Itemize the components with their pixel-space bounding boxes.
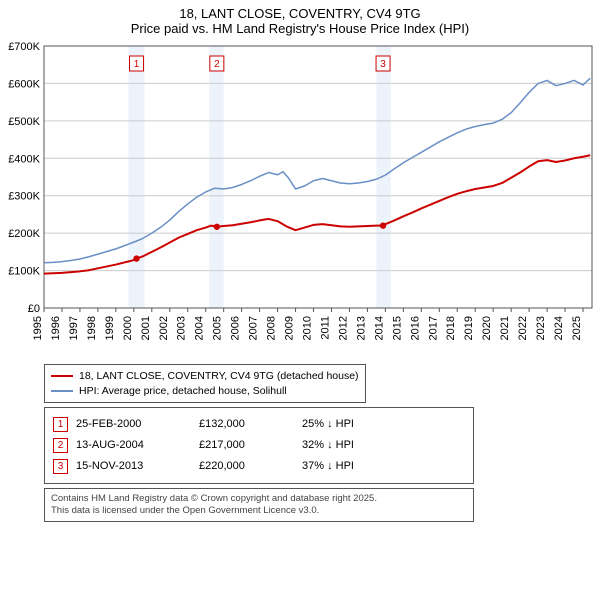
svg-text:2018: 2018 [445, 316, 457, 340]
sale-hpi-diff: 32% ↓ HPI [302, 435, 465, 456]
svg-text:2025: 2025 [571, 316, 583, 340]
svg-text:2016: 2016 [409, 316, 421, 340]
svg-text:2021: 2021 [499, 316, 511, 340]
svg-text:2015: 2015 [391, 316, 403, 340]
sales-table: 1 25-FEB-2000 £132,000 25% ↓ HPI 2 13-AUG-200… [44, 407, 474, 484]
chart-area: £0 £100K £200K £300K £400K £500K £600K £700K 199… [0, 38, 600, 358]
sale-row: 1 25-FEB-2000 £132,000 25% ↓ HPI [53, 414, 465, 435]
legend-label: 18, LANT CLOSE, COVENTRY, CV4 9TG (detac… [79, 369, 359, 384]
sale-marker-badge: 2 [53, 438, 68, 453]
sale-date: 15-NOV-2013 [76, 456, 191, 477]
legend-swatch [51, 375, 73, 377]
svg-text:2020: 2020 [481, 316, 493, 340]
svg-text:2007: 2007 [248, 316, 260, 340]
svg-text:2019: 2019 [463, 316, 475, 340]
svg-text:1998: 1998 [86, 316, 98, 340]
legend-item: HPI: Average price, detached house, Soli… [51, 384, 359, 399]
svg-text:1: 1 [134, 59, 140, 70]
footer-line2: This data is licensed under the Open Gov… [51, 505, 467, 517]
legend: 18, LANT CLOSE, COVENTRY, CV4 9TG (detac… [44, 364, 366, 403]
svg-text:2001: 2001 [140, 316, 152, 340]
svg-text:2000: 2000 [122, 316, 134, 340]
sale-price: £220,000 [199, 456, 294, 477]
svg-text:1997: 1997 [68, 316, 80, 340]
svg-text:1996: 1996 [50, 316, 62, 340]
svg-text:2010: 2010 [302, 316, 314, 340]
svg-text:2023: 2023 [535, 316, 547, 340]
svg-text:£200K: £200K [8, 228, 40, 240]
sale-marker-badge: 1 [53, 417, 68, 432]
svg-text:2008: 2008 [266, 316, 278, 340]
svg-text:2011: 2011 [319, 316, 331, 340]
sale-row: 2 13-AUG-2004 £217,000 32% ↓ HPI [53, 435, 465, 456]
svg-text:2003: 2003 [176, 316, 188, 340]
footer-line1: Contains HM Land Registry data © Crown c… [51, 493, 467, 505]
svg-text:2022: 2022 [517, 316, 529, 340]
svg-text:2: 2 [214, 59, 220, 70]
chart-title: 18, LANT CLOSE, COVENTRY, CV4 9TG Price … [0, 0, 600, 38]
attribution-footer: Contains HM Land Registry data © Crown c… [44, 488, 474, 522]
sale-hpi-diff: 37% ↓ HPI [302, 456, 465, 477]
svg-text:2024: 2024 [553, 316, 565, 340]
svg-text:£700K: £700K [8, 41, 40, 53]
svg-text:3: 3 [380, 59, 386, 70]
sale-hpi-diff: 25% ↓ HPI [302, 414, 465, 435]
title-address: 18, LANT CLOSE, COVENTRY, CV4 9TG [10, 6, 590, 21]
svg-text:2017: 2017 [427, 316, 439, 340]
svg-text:2004: 2004 [194, 316, 206, 340]
svg-text:£100K: £100K [8, 266, 40, 278]
title-subtitle: Price paid vs. HM Land Registry's House … [10, 21, 590, 36]
svg-text:2014: 2014 [373, 316, 385, 340]
svg-text:£500K: £500K [8, 116, 40, 128]
svg-text:£0: £0 [28, 303, 40, 315]
legend-label: HPI: Average price, detached house, Soli… [79, 384, 287, 399]
sale-date: 25-FEB-2000 [76, 414, 191, 435]
svg-text:1995: 1995 [32, 316, 44, 340]
sale-marker-badge: 3 [53, 459, 68, 474]
sale-date: 13-AUG-2004 [76, 435, 191, 456]
svg-text:2002: 2002 [158, 316, 170, 340]
svg-text:2006: 2006 [230, 316, 242, 340]
svg-text:£600K: £600K [8, 78, 40, 90]
svg-text:£300K: £300K [8, 191, 40, 203]
legend-item: 18, LANT CLOSE, COVENTRY, CV4 9TG (detac… [51, 369, 359, 384]
svg-text:2009: 2009 [284, 316, 296, 340]
line-chart: £0 £100K £200K £300K £400K £500K £600K £700K 199… [0, 38, 600, 358]
svg-text:1999: 1999 [104, 316, 116, 340]
svg-text:2012: 2012 [337, 316, 349, 340]
sale-price: £217,000 [199, 435, 294, 456]
sale-row: 3 15-NOV-2013 £220,000 37% ↓ HPI [53, 456, 465, 477]
svg-text:£400K: £400K [8, 153, 40, 165]
legend-swatch [51, 390, 73, 392]
svg-text:2005: 2005 [212, 316, 224, 340]
svg-text:2013: 2013 [355, 316, 367, 340]
sale-price: £132,000 [199, 414, 294, 435]
